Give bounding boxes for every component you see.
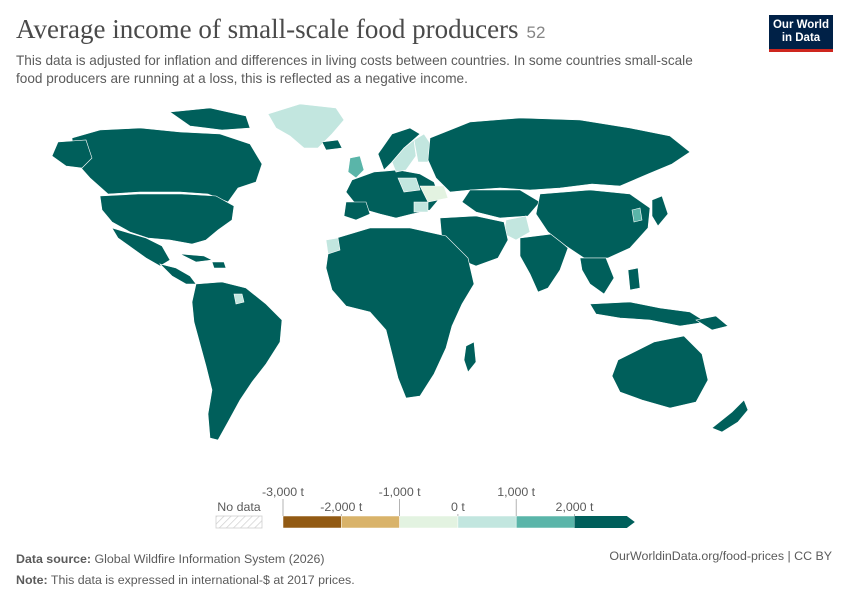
country-kazakhstan[interactable] <box>461 189 541 219</box>
note-text: This data is expressed in international-… <box>50 573 355 587</box>
note-label: Note: <box>16 573 48 587</box>
country-afghanistan[interactable] <box>503 215 531 241</box>
world-map-svg[interactable] <box>0 98 850 478</box>
legend-tick-label: -1,000 t <box>379 485 422 499</box>
country-romania[interactable] <box>413 201 429 213</box>
country-norway[interactable] <box>377 127 421 171</box>
logo-line-2: in Data <box>781 32 821 44</box>
chart-title: Average income of small-scale food produ… <box>16 14 519 44</box>
owid-logo[interactable]: Our World in Data <box>769 15 833 52</box>
legend-ticks: -3,000 t -2,000 t -1,000 t 0 t 1,000 t 2,000 … <box>262 485 594 516</box>
country-india[interactable] <box>519 233 569 293</box>
legend-svg: No data -3,000 t -2,000 t -1,000 t 0 t 1,000… <box>215 485 635 529</box>
country-canada[interactable] <box>71 127 263 203</box>
country-western-sahara[interactable] <box>325 237 341 255</box>
legend-bin[interactable] <box>399 515 459 529</box>
world-map[interactable] <box>0 98 850 478</box>
legend-tick-label: -3,000 t <box>262 485 305 499</box>
legend-bin[interactable] <box>341 515 400 529</box>
country-uk[interactable] <box>347 155 365 179</box>
country-greenland[interactable] <box>267 103 345 149</box>
legend-bin[interactable] <box>282 515 342 529</box>
country-madagascar[interactable] <box>463 341 477 373</box>
country-papua-new-guinea[interactable] <box>695 315 729 331</box>
country-usa[interactable] <box>99 193 235 245</box>
map-legend: No data -3,000 t -2,000 t -1,000 t 0 t 1,000… <box>0 478 850 538</box>
legend-tick-label: -2,000 t <box>320 500 363 514</box>
legend-no-data-label: No data <box>217 500 261 514</box>
country-iceland[interactable] <box>321 139 343 151</box>
data-source-link[interactable]: Global Wildfire Information System (2026… <box>94 552 325 566</box>
country-ukraine[interactable] <box>419 185 449 203</box>
legend-tick-label: 0 t <box>451 500 465 514</box>
country-poland[interactable] <box>397 177 421 193</box>
country-china[interactable] <box>535 189 651 259</box>
country-south-korea[interactable] <box>631 207 643 223</box>
country-hispaniola[interactable] <box>211 261 227 269</box>
country-indonesia[interactable] <box>589 301 707 327</box>
footer-url[interactable]: OurWorldinData.org/food-prices | CC BY <box>609 549 832 563</box>
country-cuba[interactable] <box>179 253 214 263</box>
country-japan[interactable] <box>651 195 669 227</box>
title-row: Average income of small-scale food produ… <box>16 14 766 45</box>
legend-tick-label: 2,000 t <box>556 500 594 514</box>
country-alaska[interactable] <box>51 139 93 169</box>
chart-subtitle: This data is adjusted for inflation and … <box>16 52 766 88</box>
country-australia[interactable] <box>611 335 709 409</box>
country-canada-islands[interactable] <box>169 107 251 131</box>
country-africa[interactable] <box>325 227 475 399</box>
data-source-label: Data source: <box>16 552 92 566</box>
legend-bin[interactable] <box>457 515 517 529</box>
country-sweden[interactable] <box>391 139 417 173</box>
legend-no-data-swatch <box>215 515 263 529</box>
country-philippines[interactable] <box>627 267 641 291</box>
country-southeast-asia[interactable] <box>579 257 615 295</box>
country-south-america[interactable] <box>191 281 283 441</box>
legend-bin[interactable] <box>515 515 575 529</box>
title-badge: 52 <box>526 23 546 42</box>
legend-bins <box>282 515 635 529</box>
country-central-america[interactable] <box>159 263 197 285</box>
country-mexico[interactable] <box>111 227 171 267</box>
note-line: Note: This data is expressed in internat… <box>16 570 355 591</box>
legend-tick-label: 1,000 t <box>497 485 535 499</box>
legend-bin[interactable] <box>574 516 635 528</box>
subtitle-line-2: food producers are running at a loss, th… <box>16 71 468 86</box>
data-source-line: Data source: Global Wildfire Information… <box>16 549 355 570</box>
country-new-zealand[interactable] <box>711 399 749 433</box>
country-russia[interactable] <box>427 117 691 193</box>
country-spain[interactable] <box>343 201 371 221</box>
chart-header: Average income of small-scale food produ… <box>16 14 766 88</box>
logo-line-1: Our World <box>772 19 829 31</box>
subtitle-line-1: This data is adjusted for inflation and … <box>16 53 693 68</box>
footer-left: Data source: Global Wildfire Information… <box>16 549 355 591</box>
country-guyana[interactable] <box>233 293 245 305</box>
